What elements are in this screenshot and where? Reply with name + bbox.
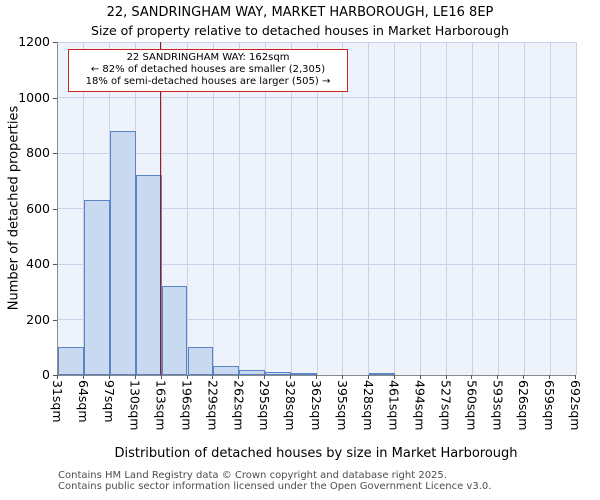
- x-tick-label: 461sqm: [386, 380, 402, 431]
- v-gridline: [523, 42, 525, 375]
- histogram-bar: [265, 372, 292, 375]
- y-tick-mark: [53, 153, 57, 154]
- histogram-bar: [58, 347, 84, 375]
- x-tick-label: 659sqm: [542, 380, 558, 431]
- y-tick-label: 400: [26, 256, 50, 271]
- x-tick-label: 196sqm: [179, 380, 195, 431]
- x-tick-mark: [497, 375, 499, 379]
- y-tick-label: 200: [26, 311, 50, 327]
- x-tick-mark: [57, 375, 58, 379]
- x-tick-mark: [290, 375, 292, 379]
- x-tick-label: 593sqm: [490, 380, 506, 431]
- x-tick-mark: [316, 375, 317, 379]
- histogram-bar: [109, 130, 136, 375]
- histogram-bar: [161, 286, 188, 375]
- histogram-bar: [291, 373, 317, 376]
- x-tick-mark: [393, 375, 395, 379]
- property-annotation-box: 22 SANDRINGHAM WAY: 162sqm ← 82% of deta…: [68, 49, 348, 92]
- x-tick-mark: [341, 375, 343, 379]
- x-tick-mark: [82, 375, 84, 379]
- x-tick-mark: [575, 375, 576, 379]
- v-gridline: [575, 42, 577, 375]
- chart-title: 22, SANDRINGHAM WAY, MARKET HARBOROUGH, …: [106, 5, 494, 20]
- x-tick-mark: [367, 375, 369, 379]
- v-gridline: [368, 42, 370, 375]
- x-tick-label: 295sqm: [257, 380, 273, 431]
- footer-attribution-line2: Contains public sector information licen…: [58, 481, 492, 492]
- v-gridline: [238, 42, 240, 375]
- x-tick-mark: [134, 375, 136, 379]
- x-tick-label: 229sqm: [205, 380, 221, 431]
- x-tick-label: 527sqm: [438, 380, 454, 431]
- x-tick-mark: [549, 375, 551, 379]
- x-tick-label: 362sqm: [309, 380, 324, 431]
- x-tick-mark: [523, 375, 525, 379]
- histogram-bar: [368, 373, 395, 376]
- v-gridline: [290, 42, 292, 375]
- x-tick-mark: [108, 375, 110, 379]
- x-tick-label: 130sqm: [127, 380, 143, 431]
- v-gridline: [420, 42, 422, 375]
- y-tick-label: 1000: [18, 89, 50, 105]
- v-gridline: [161, 42, 163, 375]
- x-tick-mark: [238, 375, 240, 379]
- x-tick-label: 163sqm: [153, 380, 169, 431]
- histogram-bar: [135, 175, 162, 375]
- x-tick-label: 328sqm: [283, 380, 299, 431]
- property-size-marker-line: [159, 42, 162, 375]
- x-tick-label: 97sqm: [101, 380, 117, 423]
- x-tick-label: 31sqm: [50, 380, 65, 423]
- x-tick-mark: [471, 375, 473, 379]
- y-tick-mark: [53, 264, 57, 265]
- v-gridline: [446, 42, 447, 375]
- y-tick-mark: [53, 208, 57, 210]
- annotation-smaller-stat: ← 82% of detached houses are smaller (2,…: [90, 64, 326, 75]
- v-gridline: [394, 42, 396, 375]
- y-tick-mark: [53, 97, 57, 99]
- footer-attribution-line1: Contains HM Land Registry data © Crown c…: [58, 470, 447, 481]
- x-tick-label: 560sqm: [464, 380, 480, 431]
- x-tick-mark: [419, 375, 421, 379]
- x-tick-mark: [212, 375, 214, 379]
- histogram-bar: [213, 366, 240, 375]
- v-gridline: [549, 42, 551, 375]
- x-tick-label: 428sqm: [360, 380, 376, 431]
- v-gridline: [342, 42, 344, 375]
- v-gridline: [264, 42, 266, 375]
- chart-subtitle: Size of property relative to detached ho…: [91, 23, 509, 38]
- y-tick-label: 0: [42, 367, 50, 382]
- x-tick-mark: [264, 375, 266, 379]
- y-tick-label: 1200: [18, 34, 50, 49]
- v-gridline: [316, 42, 318, 375]
- x-tick-label: 395sqm: [334, 380, 350, 431]
- y-tick-label: 600: [26, 200, 50, 216]
- x-axis-title: Distribution of detached houses by size …: [114, 446, 518, 461]
- x-tick-label: 692sqm: [568, 380, 583, 431]
- x-tick-label: 626sqm: [516, 380, 532, 431]
- y-tick-mark: [53, 375, 57, 376]
- y-tick-mark: [53, 42, 57, 43]
- annotation-property-label: 22 SANDRINGHAM WAY: 162sqm: [126, 52, 290, 63]
- v-gridline: [497, 42, 499, 375]
- annotation-larger-stat: 18% of semi-detached houses are larger (…: [85, 76, 331, 87]
- v-gridline: [187, 42, 188, 375]
- x-tick-label: 64sqm: [75, 380, 91, 423]
- x-tick-label: 262sqm: [231, 380, 247, 431]
- v-gridline: [471, 42, 473, 375]
- histogram-bar: [83, 200, 110, 375]
- x-tick-mark: [445, 375, 447, 379]
- plot-area: [57, 41, 577, 376]
- x-tick-mark: [186, 375, 188, 379]
- histogram-bar: [187, 347, 214, 375]
- y-tick-label: 800: [26, 145, 50, 160]
- v-gridline: [212, 42, 214, 375]
- x-tick-label: 494sqm: [412, 380, 428, 431]
- x-tick-mark: [160, 375, 162, 379]
- histogram-bar: [239, 370, 266, 375]
- y-tick-mark: [53, 319, 57, 321]
